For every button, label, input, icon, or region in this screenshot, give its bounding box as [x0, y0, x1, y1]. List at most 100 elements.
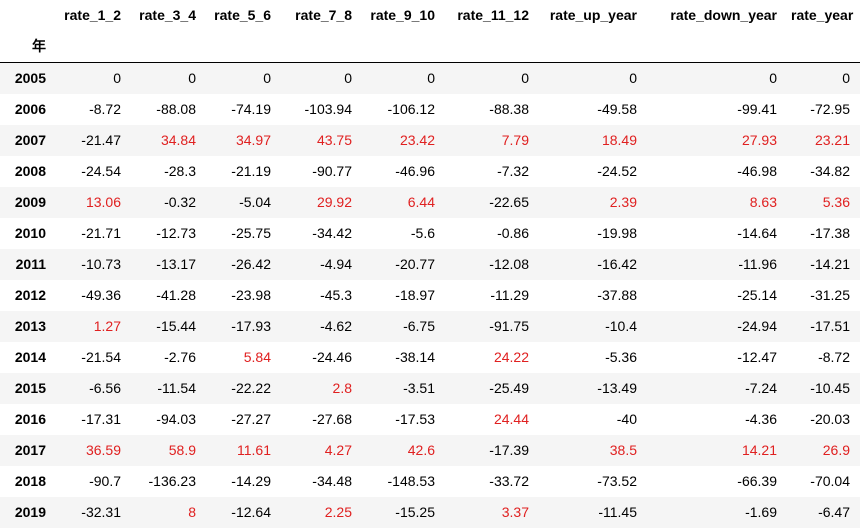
table-cell: -31.25 [810, 287, 850, 303]
table-cell: -1.69 [745, 504, 777, 520]
table-cell: 0 [344, 70, 352, 87]
table-cell: -17.38 [810, 225, 850, 241]
table-cell: -7.32 [497, 163, 529, 179]
table-cell: -5.36 [605, 349, 637, 365]
table-cell: -73.52 [597, 473, 637, 489]
table-cell: 2.8 [332, 380, 352, 396]
table-cell: -12.73 [156, 225, 196, 241]
column-header: rate_up_year [549, 6, 637, 23]
table-cell: 38.5 [609, 442, 637, 458]
column-header: rate_5_6 [214, 6, 271, 23]
column-header: rate_9_10 [370, 6, 435, 23]
row-index-year: 2013 [14, 318, 46, 334]
table-cell: -15.44 [156, 318, 196, 334]
table-cell: -4.94 [320, 256, 352, 272]
table-cell: -70.04 [810, 473, 850, 489]
table-cell: 0 [113, 70, 121, 87]
table-cell: -23.98 [231, 287, 271, 303]
table-cell: -32.31 [81, 504, 121, 520]
table-cell: -74.19 [231, 101, 271, 117]
row-index-year: 2018 [14, 473, 46, 489]
table-cell: -18.97 [395, 287, 435, 303]
table-cell: -148.53 [387, 473, 435, 489]
table-cell: -16.42 [597, 256, 637, 272]
table-cell: -22.65 [489, 194, 529, 210]
index-name-row: 年 [0, 29, 860, 63]
table-cell: -24.54 [81, 163, 121, 179]
table-row: 2018 -90.7 -136.23 -14.29 -34.48 -148.53 -33.7… [0, 465, 860, 497]
row-index-year: 2009 [14, 194, 46, 210]
table-cell: 0 [629, 70, 637, 87]
table-cell: 4.27 [324, 442, 352, 458]
table-cell: -21.71 [81, 225, 121, 241]
table-cell: -49.58 [597, 101, 637, 117]
table-cell: -26.42 [231, 256, 271, 272]
table-cell: 23.42 [399, 132, 435, 148]
table-cell: 0 [427, 70, 435, 87]
index-name-header: 年 [0, 29, 56, 63]
column-header: rate_year [791, 6, 854, 23]
table-row: 2006 -8.72 -88.08 -74.19 -103.94 -106.12 -88.3… [0, 93, 860, 125]
table-cell: -24.52 [597, 163, 637, 179]
index-name-row-filler [206, 29, 281, 63]
table-cell: -72.95 [810, 101, 850, 117]
table-cell: -22.22 [231, 380, 271, 396]
table-cell: -17.53 [395, 411, 435, 427]
column-header: rate_7_8 [295, 6, 352, 23]
table-row: 2019 -32.31 8 -12.64 2.25 -15.25 3.37 -11.45 -1.… [0, 496, 860, 528]
table-cell: -88.08 [156, 101, 196, 117]
table-cell: -2.76 [164, 349, 196, 365]
table-cell: -38.14 [395, 349, 435, 365]
table-cell: -33.72 [489, 473, 529, 489]
table-cell: 34.84 [160, 132, 196, 148]
table-cell: -17.51 [810, 318, 850, 334]
table-cell: 29.92 [316, 194, 352, 210]
table-cell: -6.47 [818, 504, 850, 520]
table-cell: -7.24 [745, 380, 777, 396]
row-index-year: 2017 [14, 442, 46, 458]
table-cell: -99.41 [737, 101, 777, 117]
table-cell: 2.25 [324, 504, 352, 520]
row-index-year: 2007 [14, 132, 46, 148]
table-cell: -5.6 [410, 225, 435, 241]
table-cell: 42.6 [407, 442, 435, 458]
table-cell: -21.47 [81, 132, 121, 148]
table-cell: -25.14 [737, 287, 777, 303]
table-cell: -4.62 [320, 318, 352, 334]
table-cell: -17.93 [231, 318, 271, 334]
table-cell: 5.36 [822, 194, 850, 210]
column-header: rate_1_2 [64, 6, 121, 23]
table-cell: -8.72 [818, 349, 850, 365]
index-name-row-filler [445, 29, 539, 63]
table-cell: 24.22 [493, 349, 529, 365]
table-cell: -28.3 [164, 163, 196, 179]
index-name-row-filler [539, 29, 647, 63]
table-cell: -21.54 [81, 349, 121, 365]
table-cell: -20.03 [810, 411, 850, 427]
table-cell: -12.08 [489, 256, 529, 272]
table-cell: -66.39 [737, 473, 777, 489]
row-index-year: 2012 [14, 287, 46, 303]
table-cell: -19.98 [597, 225, 637, 241]
row-index-year: 2015 [14, 380, 46, 396]
table-body: 2005 0 0 0 0 0 0 0 0 0 2006 -8.72 -88.08 -74.19 -103.9… [0, 62, 860, 528]
table-cell: -17.39 [489, 442, 529, 458]
table-cell: -20.77 [395, 256, 435, 272]
table-cell: 2.39 [609, 194, 637, 210]
table-row: 2012 -49.36 -41.28 -23.98 -45.3 -18.97 -11.29 -… [0, 279, 860, 311]
table-cell: 34.97 [235, 132, 271, 148]
table-cell: -12.47 [737, 349, 777, 365]
table-row: 2016 -17.31 -94.03 -27.27 -27.68 -17.53 24.44 -… [0, 403, 860, 435]
table-cell: -11.29 [490, 287, 529, 303]
row-index-year: 2011 [15, 256, 46, 272]
table-cell: -17.31 [81, 411, 121, 427]
table-cell: 36.59 [85, 442, 121, 458]
row-index-year: 2010 [14, 225, 46, 241]
table-cell: -94.03 [156, 411, 196, 427]
row-index-year: 2019 [14, 504, 46, 520]
table-row: 2005 0 0 0 0 0 0 0 0 0 [0, 62, 860, 94]
table-cell: -15.25 [395, 504, 435, 520]
table-cell: -41.28 [156, 287, 196, 303]
index-name-row-filler [131, 29, 206, 63]
table-cell: -88.38 [489, 101, 529, 117]
